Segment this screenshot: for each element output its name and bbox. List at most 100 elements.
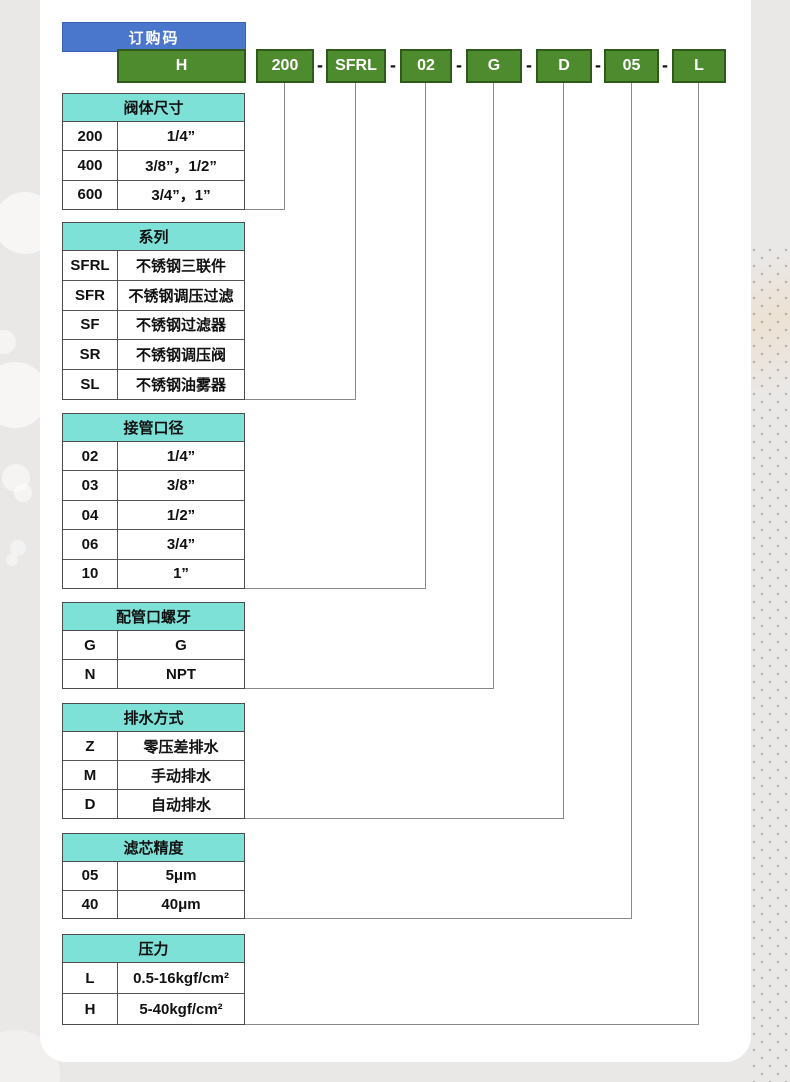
decor-dot-pattern [751,248,790,1082]
table-row: Z 零压差排水 [63,732,244,761]
desc-cell: 0.5-16kgf/cm² [133,969,229,987]
code-segment-label: H [175,57,188,74]
code-cell: SR [63,340,118,370]
desc-cell: 5μm [165,867,197,885]
table-series: 系列 SFRL 不锈钢三联件 SFR 不锈钢调压过滤 SF 不锈钢过滤器 SR … [62,222,245,400]
desc-cell: 1/4” [166,447,196,465]
table-row: 02 1/4” [63,442,244,472]
connector-line-pressure [245,83,699,1025]
code-segment-precision: 05 [604,49,659,83]
code-cell: SFRL [63,251,118,280]
code-cell: 02 [63,442,118,471]
table-header: 压力 [63,935,244,963]
table-row: G G [63,631,244,660]
desc-cell: 5-40kgf/cm² [139,1000,223,1018]
table-row: 05 5μm [63,862,244,891]
order-code-title-label: 订购码 [128,29,180,47]
code-cell: G [63,631,118,659]
code-cell: 40 [63,890,118,918]
connector-line-port-size [245,83,426,589]
table-row: N NPT [63,660,244,688]
table-row: 200 1/4” [63,122,244,152]
code-cell: 400 [63,151,118,180]
connector-line-precision [245,83,632,919]
table-pressure: 压力 L 0.5-16kgf/cm² H 5-40kgf/cm² [62,934,245,1025]
code-separator: - [526,55,532,75]
decor-circle [10,540,26,556]
desc-cell: 1” [173,565,189,583]
code-segment-series: SFRL [326,49,386,83]
code-segment-label: 05 [622,57,641,74]
decor-circle [6,554,18,566]
table-row: L 0.5-16kgf/cm² [63,963,244,994]
table-row: SL 不锈钢油雾器 [63,370,244,399]
code-segment-thread: G [466,49,522,83]
desc-cell: 自动排水 [150,796,211,814]
desc-cell: 不锈钢调压过滤 [128,287,234,305]
table-header: 滤芯精度 [63,834,244,862]
order-code-title: 订购码 [62,22,246,52]
connector-line-series [245,83,356,400]
table-row: SFR 不锈钢调压过滤 [63,280,244,311]
code-cell: Z [63,732,118,760]
desc-cell: 不锈钢油雾器 [135,377,226,395]
code-cell: SFR [63,280,118,310]
table-header: 接管口径 [63,414,244,442]
desc-cell: 3/8” [166,477,196,495]
code-segment-drain: D [536,49,592,83]
desc-cell: 1/4” [166,127,196,145]
code-segment-prefix: H [117,49,246,83]
code-separator: - [390,55,396,75]
desc-cell: 3/8”，1/2” [145,157,217,175]
desc-cell: 零压差排水 [143,738,219,756]
connector-line-thread [245,83,494,689]
code-cell: D [63,790,118,818]
table-row: SF 不锈钢过滤器 [63,310,244,341]
code-segment-pressure: L [672,49,726,83]
code-separator: - [595,55,601,75]
table-pipe-port-size: 接管口径 02 1/4” 03 3/8” 04 1/2” 06 3/4” 10 … [62,413,245,589]
code-cell: M [63,761,118,789]
table-header: 系列 [63,223,244,251]
table-header: 阀体尺寸 [63,94,244,122]
desc-cell: 3/4” [166,535,196,553]
code-cell: 10 [63,559,118,589]
code-segment-label: 200 [271,57,299,74]
table-row: 10 1” [63,559,244,589]
code-cell: 200 [63,122,118,151]
table-row: 400 3/8”，1/2” [63,151,244,181]
code-segment-port-size: 02 [400,49,452,83]
table-valve-body-size: 阀体尺寸 200 1/4” 400 3/8”，1/2” 600 3/4”，1” [62,93,245,210]
decor-circle [0,330,16,354]
desc-cell: G [175,636,187,654]
code-cell: 03 [63,471,118,500]
desc-cell: 1/2” [166,506,196,524]
code-segment-label: D [558,57,570,74]
table-header: 配管口螺牙 [63,603,244,631]
table-row: D 自动排水 [63,790,244,818]
code-cell: 04 [63,500,118,530]
code-separator: - [317,55,323,75]
table-row: 40 40μm [63,890,244,918]
desc-cell: 40μm [161,895,201,913]
table-row: SFRL 不锈钢三联件 [63,251,244,281]
table-row: 03 3/8” [63,471,244,501]
code-separator: - [662,55,668,75]
desc-cell: NPT [166,665,196,683]
table-row: H 5-40kgf/cm² [63,994,244,1024]
code-cell: N [63,660,118,688]
connector-line-drain [245,83,564,819]
code-cell: SF [63,310,118,340]
code-cell: H [63,994,118,1024]
code-cell: 06 [63,530,118,559]
table-row: 06 3/4” [63,530,244,560]
code-separator: - [456,55,462,75]
desc-cell: 不锈钢过滤器 [135,317,226,335]
code-segment-label: SFRL [335,57,377,74]
table-row: SR 不锈钢调压阀 [63,340,244,371]
table-filter-precision: 滤芯精度 05 5μm 40 40μm [62,833,245,919]
connector-line-body-size [245,83,285,210]
code-segment-label: 02 [417,57,435,74]
desc-cell: 不锈钢调压阀 [135,347,226,365]
